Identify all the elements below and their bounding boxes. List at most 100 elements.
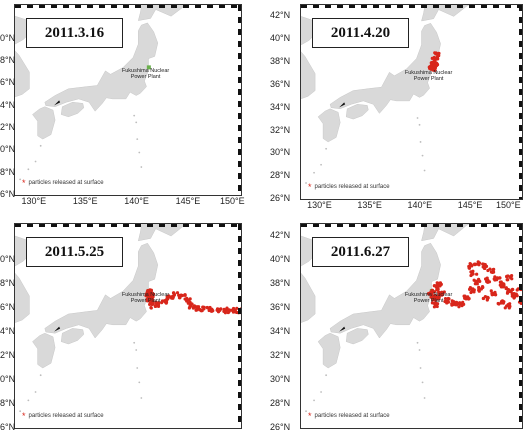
date-label: 2011.4.20 [312, 18, 409, 48]
map-canvas [301, 5, 522, 199]
ryukyu-islands [305, 147, 328, 184]
lon-tick-label: 145°E [457, 200, 483, 210]
lat-tick-label: 6°N [0, 77, 16, 88]
plant-label-line2: Power Plant [130, 297, 161, 304]
particle-point [185, 299, 189, 303]
lat-tick-label: 30°N [270, 147, 291, 158]
particle-point [470, 288, 474, 292]
particle-point [447, 297, 451, 301]
lat-tick-label: 0°N [0, 254, 16, 264]
particle-point [495, 278, 499, 282]
lat-tick-label: 42°N [270, 10, 291, 21]
date-label: 2011.6.27 [312, 237, 409, 267]
particle-point [479, 287, 483, 291]
lat-tick-label: 8°N [0, 166, 16, 177]
particle-point [192, 304, 196, 308]
particle-point [470, 264, 474, 268]
lon-tick-label: 145°E [175, 196, 201, 206]
particle-point [503, 306, 507, 310]
particle-point [436, 288, 440, 292]
legend-text: particles released at surface [314, 184, 390, 190]
particle-point [450, 302, 454, 306]
honshu-landmass [44, 22, 159, 112]
map-canvas [15, 224, 241, 428]
lat-tick-label: 36°N [270, 78, 291, 89]
fukushima-plant-marker [146, 65, 151, 70]
particle-point [206, 306, 210, 310]
hokkaido-landmass [421, 5, 470, 22]
lat-tick-label: 2°N [0, 121, 16, 132]
particle-point [432, 64, 437, 68]
particle-point [188, 297, 192, 301]
particle-point [179, 293, 183, 297]
particle-point [467, 266, 472, 270]
kyushu-landmass [32, 106, 56, 140]
particle-point [469, 270, 473, 274]
particle-point [210, 308, 214, 312]
particle-point [434, 52, 438, 56]
particle-point [462, 302, 466, 306]
plant-label: Fukushima Nuclear Power Plant [122, 292, 169, 304]
ryukyu-islands [19, 144, 42, 181]
particle-point [427, 65, 431, 69]
lon-tick-label: 140°E [124, 196, 149, 206]
map-panel-2011-3-16: Fukushima Nuclear Power Plant 2011.3.16 * pa… [0, 0, 250, 206]
particle-point [508, 304, 512, 308]
lat-tick-label: 30°N [270, 374, 291, 384]
particle-point [493, 293, 498, 297]
lat-tick-label: 8°N [0, 398, 16, 408]
lat-tick-label: 0°N [0, 32, 16, 43]
graticule-border [15, 224, 241, 422]
lat-tick-label: 34°N [270, 326, 291, 336]
particle-point [435, 304, 439, 309]
plant-label: Fukushima Nuclear Power Plant [405, 292, 452, 304]
particle-point [433, 68, 437, 72]
particle-point [144, 294, 148, 298]
particle-point [477, 263, 481, 267]
lon-tick-label: 140°E [407, 200, 433, 210]
particle-point [482, 296, 486, 300]
ryukyu-islands [19, 374, 42, 413]
particle-point [222, 307, 226, 311]
particle-point [500, 282, 504, 286]
particle-point [430, 301, 434, 305]
graticule-border [301, 5, 522, 199]
particle-point [435, 55, 440, 59]
lat-tick-label: 32°N [270, 350, 291, 360]
lat-tick-label: 6°N [0, 302, 16, 312]
izu-islands [416, 341, 426, 399]
particle-point [430, 289, 434, 293]
particle-point [433, 58, 437, 62]
particle-point [506, 278, 510, 282]
particle-point [445, 299, 450, 303]
particle-point [435, 281, 439, 285]
particle-point [432, 290, 437, 294]
kyushu-landmass [32, 332, 56, 369]
legend: * particles released at surface [22, 179, 104, 188]
particle-point [442, 290, 446, 294]
lat-tick-label: 40°N [270, 254, 291, 264]
particle-point [474, 279, 478, 283]
particle-point [472, 262, 477, 266]
plant-label-line1: Fukushima Nuclear [121, 291, 170, 298]
legend-marker-icon: * [308, 182, 312, 192]
particle-plume [427, 51, 441, 72]
plant-label: Fukushima Nuclear Power Plant [122, 68, 169, 80]
lat-tick-label: 40°N [270, 33, 291, 44]
izu-islands [416, 117, 426, 172]
lat-tick-label: 8°N [0, 278, 16, 288]
particle-point [515, 294, 519, 298]
particle-point [499, 300, 504, 304]
graticule-border [15, 5, 241, 191]
izu-islands [133, 114, 143, 168]
particle-point [477, 277, 481, 282]
black-marker [339, 102, 346, 108]
lat-tick-label: 2°N [0, 350, 16, 360]
legend: * particles released at surface [308, 412, 390, 421]
lon-tick-label: 130°E [307, 200, 332, 210]
particle-point [194, 308, 198, 312]
particle-point [434, 295, 438, 299]
legend-marker-icon: * [22, 411, 26, 421]
honshu-landmass [329, 22, 441, 114]
particle-point [215, 307, 220, 312]
